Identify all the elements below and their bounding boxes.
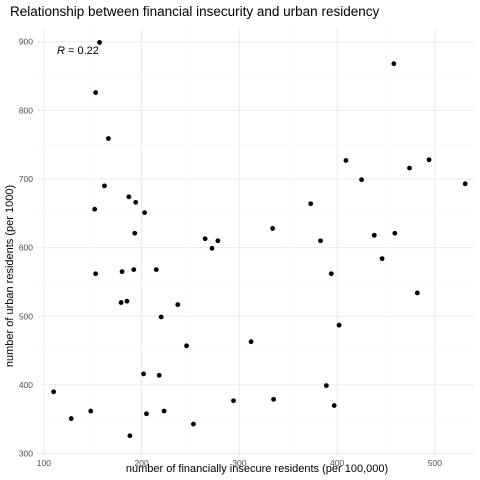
data-point-7 xyxy=(102,183,107,188)
data-point-46 xyxy=(407,166,412,171)
data-point-24 xyxy=(175,302,180,307)
y-tick-label-1: 400 xyxy=(19,380,33,390)
y-tick-label-5: 800 xyxy=(19,105,33,115)
data-point-2 xyxy=(88,409,93,414)
data-point-9 xyxy=(119,300,124,305)
data-point-38 xyxy=(332,403,337,408)
data-point-23 xyxy=(162,409,167,414)
data-point-36 xyxy=(324,383,329,388)
data-points xyxy=(51,40,467,438)
data-point-43 xyxy=(380,256,385,261)
data-point-37 xyxy=(329,271,334,276)
data-point-26 xyxy=(191,422,196,427)
data-point-12 xyxy=(126,194,131,199)
data-point-29 xyxy=(215,238,220,243)
correlation-label: R xyxy=(57,45,65,57)
grid xyxy=(37,28,474,457)
data-point-41 xyxy=(359,177,364,182)
x-tick-label-4: 500 xyxy=(428,458,442,468)
data-point-39 xyxy=(337,323,342,328)
data-point-20 xyxy=(154,267,159,272)
data-point-25 xyxy=(184,343,189,348)
data-point-34 xyxy=(308,201,313,206)
data-point-40 xyxy=(344,158,349,163)
data-point-8 xyxy=(106,136,111,141)
data-point-18 xyxy=(142,210,147,215)
data-point-45 xyxy=(392,231,397,236)
correlation-annotation: R = 0.22 xyxy=(57,45,99,57)
data-point-30 xyxy=(231,398,236,403)
data-point-49 xyxy=(463,181,468,186)
data-point-31 xyxy=(249,339,254,344)
data-point-33 xyxy=(271,397,276,402)
data-point-3 xyxy=(92,207,97,212)
data-point-0 xyxy=(51,389,56,394)
x-axis-title: number of financially insecure residents… xyxy=(126,463,388,475)
data-point-42 xyxy=(372,233,377,238)
data-point-19 xyxy=(144,411,149,416)
data-point-27 xyxy=(203,236,208,241)
data-point-15 xyxy=(132,231,137,236)
y-tick-label-0: 300 xyxy=(19,449,33,459)
data-point-47 xyxy=(415,291,420,296)
y-tick-label-4: 700 xyxy=(19,174,33,184)
data-point-5 xyxy=(93,90,98,95)
data-point-11 xyxy=(125,299,130,304)
data-point-48 xyxy=(427,157,432,162)
data-point-32 xyxy=(270,226,275,231)
y-axis-title: number of urban residents (per 1000) xyxy=(4,185,16,367)
data-point-21 xyxy=(157,373,162,378)
chart-title: Relationship between financial insecurit… xyxy=(10,4,379,19)
data-point-17 xyxy=(141,372,146,377)
correlation-value: = 0.22 xyxy=(65,45,99,57)
data-point-1 xyxy=(69,416,74,421)
data-point-44 xyxy=(391,61,396,66)
y-tick-label-2: 500 xyxy=(19,311,33,321)
y-tick-label-6: 900 xyxy=(19,37,33,47)
data-point-35 xyxy=(318,238,323,243)
data-point-4 xyxy=(93,271,98,276)
data-point-28 xyxy=(210,246,215,251)
x-tick-label-0: 100 xyxy=(37,458,51,468)
data-point-22 xyxy=(159,315,164,320)
data-point-13 xyxy=(127,433,132,438)
data-point-14 xyxy=(131,267,136,272)
data-point-10 xyxy=(120,269,125,274)
data-point-16 xyxy=(133,200,138,205)
y-tick-labels: 300 400 500 600 700 800 900 xyxy=(19,37,33,459)
y-tick-label-3: 600 xyxy=(19,243,33,253)
